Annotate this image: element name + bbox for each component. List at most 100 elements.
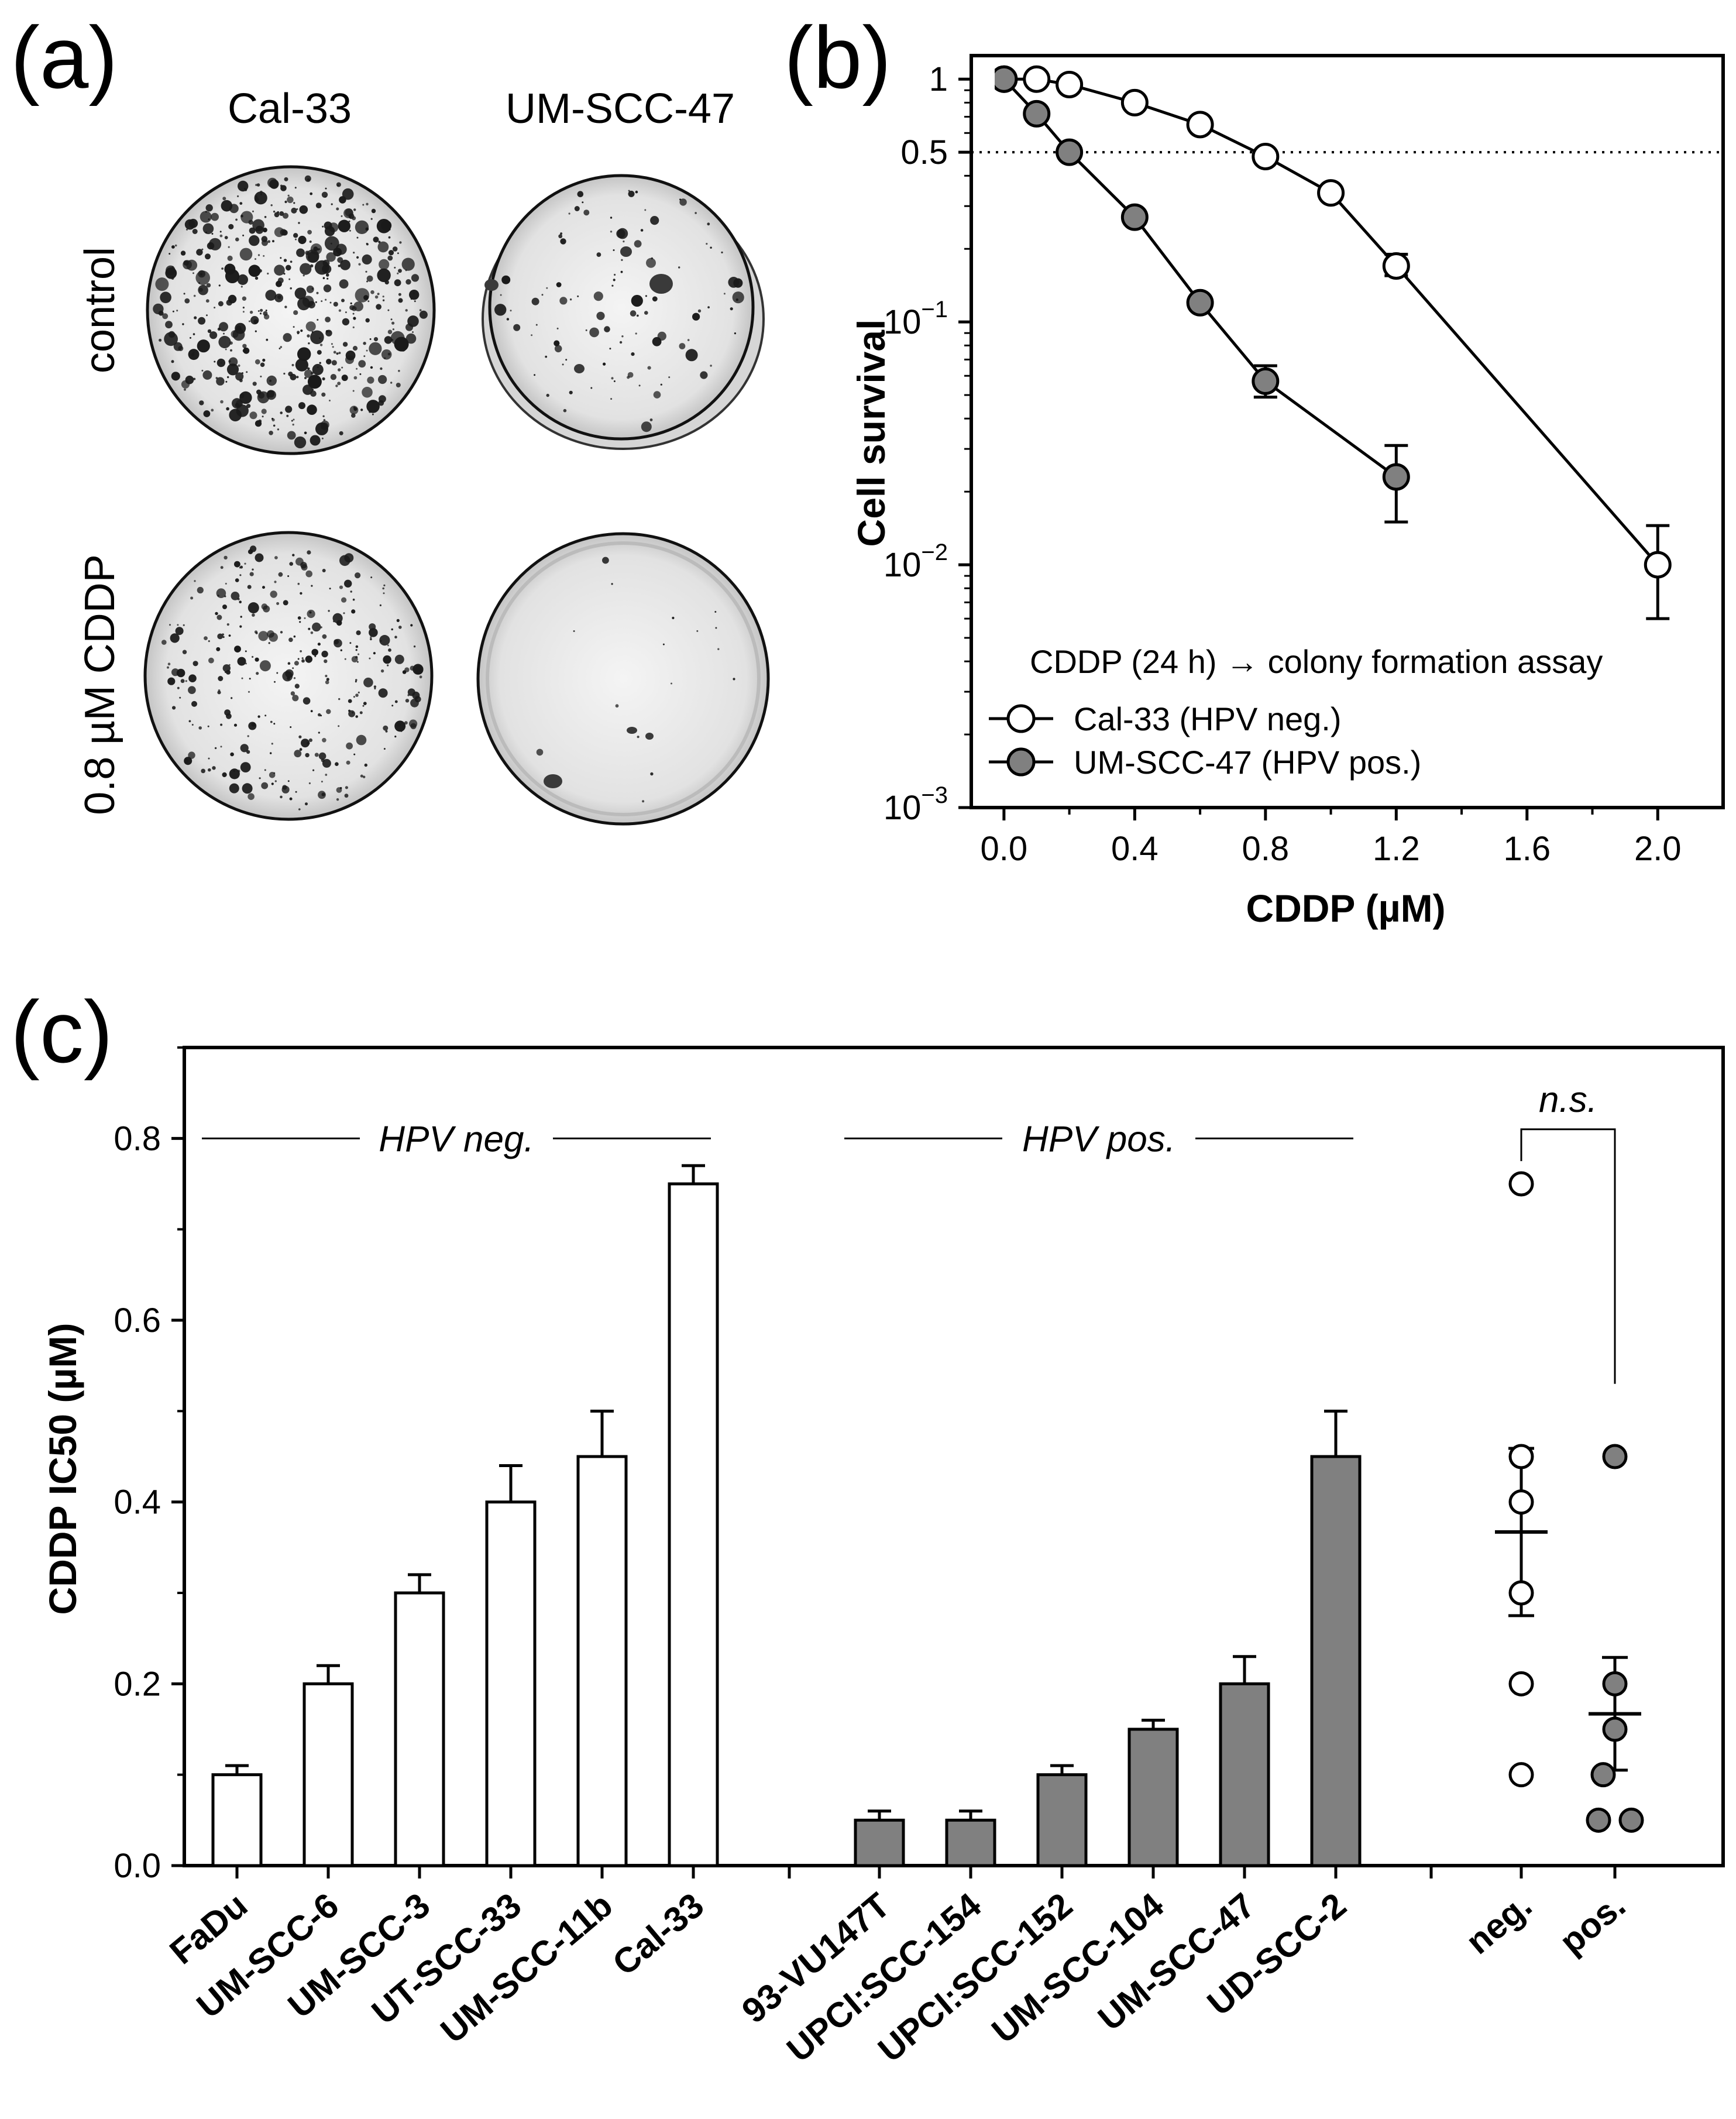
colony-dot [225,269,240,283]
colony-dot [311,648,318,656]
colony-dot [298,735,302,739]
colony-dot [326,359,332,365]
colony-dot [240,616,242,618]
colony-dot [536,748,544,756]
colony-dot [257,310,260,312]
colony-dot [574,206,580,211]
colony-dot [349,406,359,415]
group-label: HPV pos. [1022,1119,1175,1159]
colony-dot [195,270,211,286]
colony-dot [358,263,361,266]
colony-dot [634,240,642,248]
colony-dot [299,748,302,751]
colony-dot [295,238,297,241]
colony-dot [305,802,308,806]
colony-dot [590,387,593,389]
colony-dot [194,580,196,582]
colony-dot [383,584,386,586]
colony-dot [207,242,215,250]
colony-dot [412,292,415,294]
colony-dot [211,408,214,412]
colony-dot [295,791,297,793]
x-tick-label: 0.8 [1242,830,1290,868]
colony-dot [355,649,357,651]
colony-dot [300,562,307,569]
colony-dot [263,605,270,613]
colony-dot [685,349,698,362]
colony-dot [560,232,563,235]
scatter-point-pos. [1618,1807,1644,1833]
colony-dot [652,296,658,302]
y-tick-label: 0.8 [114,1119,161,1158]
colony-dot [260,308,263,312]
colony-dot [388,228,391,231]
colony-dot [287,194,290,197]
colony-dot [267,630,274,638]
colony-dot [219,234,223,238]
colony-dot [329,301,332,304]
colony-dot [631,294,643,307]
colony-dot [390,318,393,321]
colony-dot [338,265,341,267]
colony-dot [307,229,312,235]
colony-dot [356,630,361,636]
colony-dot [171,266,174,268]
scatter-point-neg. [1508,1171,1534,1197]
colony-dot [295,358,308,372]
colony-dot [730,307,733,311]
colony-dot [325,187,327,190]
colony-dot [218,335,231,349]
colony-dot [388,236,391,239]
colony-dot [307,741,310,745]
colony-dot [234,561,240,568]
colony-dot [331,343,333,345]
colony-dot [546,393,549,397]
colony-dot [545,355,548,358]
colony-dot [379,604,382,606]
colony-dot [696,630,699,632]
colony-dot [339,431,343,435]
colony-dot [314,753,319,757]
y-tick-base: 10 [884,789,922,827]
colony-dot [734,332,736,335]
colony-dot [321,191,328,198]
plot-frame-b [970,54,1725,809]
colony-dot [237,195,239,197]
colony-dot [647,366,651,370]
data-point-1 [1382,463,1410,491]
colony-dot [371,208,376,214]
colony-dot [203,410,211,417]
colony-dot [192,272,194,274]
colony-dot [366,202,369,205]
colony-dot [274,780,277,782]
colony-dot [328,610,330,612]
colony-dot [300,263,312,275]
colony-dot [390,382,393,384]
axis-ticks: 0.0 0.2 0.4 0.6 0.8 [114,1046,1617,1885]
colony-dot [353,317,356,320]
colony-dot [394,336,409,352]
colony-dot [324,236,339,251]
colony-dot [255,330,257,332]
colony-dot [568,212,570,215]
colony-dot [274,212,280,218]
colony-dot [556,282,562,287]
colony-dot [391,321,395,325]
scatter-point-neg. [1508,1762,1534,1788]
colony-dot [191,724,194,726]
colony-dot [205,231,208,233]
colony-dot [577,191,584,198]
colony-dot [305,655,312,663]
colony-dot [333,351,336,354]
x-tick-label: 1.2 [1373,830,1420,868]
colony-dot [413,645,416,648]
colony-dot [301,739,310,748]
colony-dot [388,648,391,652]
colony-dot [223,332,225,335]
plate-cal33-cddp [143,531,434,821]
colony-dot [531,334,533,336]
colony-dot [255,631,258,634]
colony-dot [365,270,367,273]
colony-dot [345,786,349,789]
colony-dot [263,311,268,316]
